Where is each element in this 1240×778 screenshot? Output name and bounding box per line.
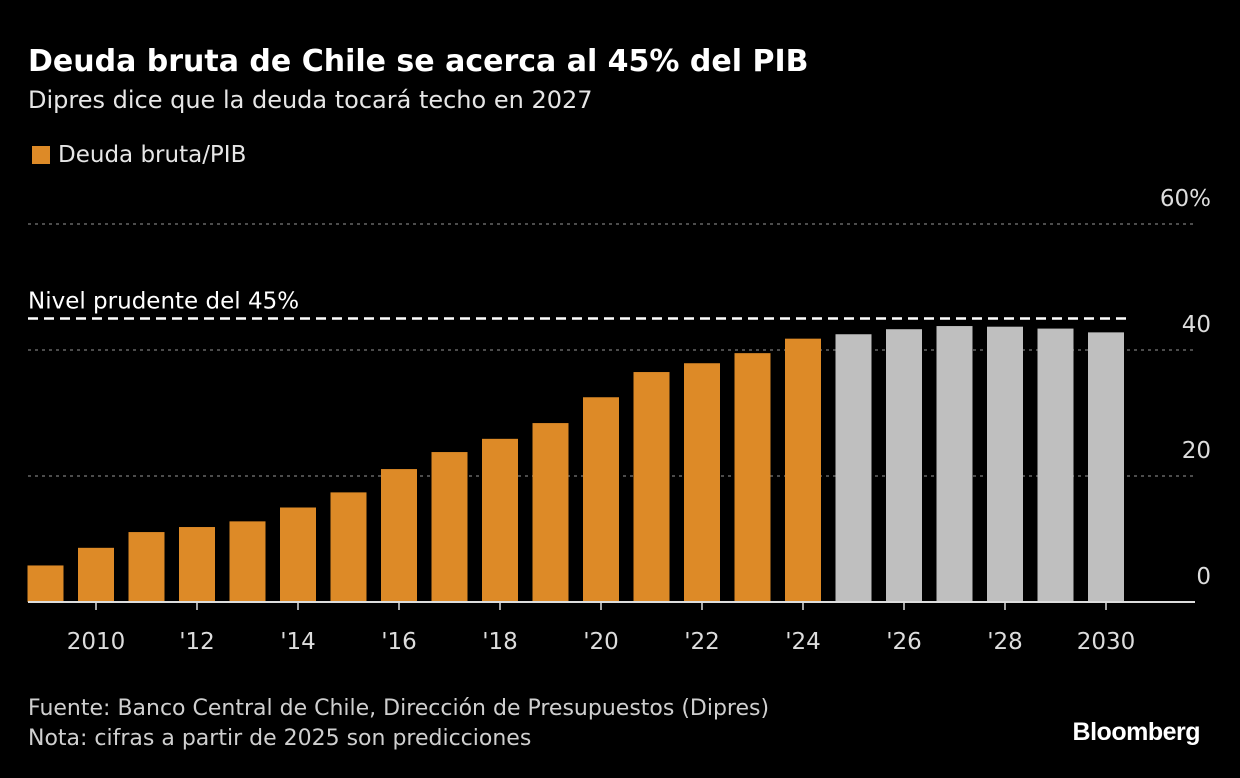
- bar-2010: [78, 547, 114, 602]
- y-tick-label: 0: [1196, 564, 1211, 590]
- bar-2028: [987, 326, 1023, 602]
- bar-2015: [330, 492, 367, 602]
- bar-2023: [734, 353, 771, 602]
- x-tick-label: '12: [179, 629, 215, 655]
- x-tick-label: 2030: [1077, 629, 1136, 655]
- bar-2030: [1088, 332, 1124, 602]
- bar-2012: [179, 527, 215, 602]
- bloomberg-logo: Bloomberg: [1072, 718, 1201, 746]
- bar-2026: [886, 329, 922, 602]
- y-tick-label: 40: [1182, 312, 1211, 338]
- legend-swatch: [32, 146, 50, 164]
- x-tick-label: '28: [987, 629, 1023, 655]
- bar-2014: [280, 507, 316, 602]
- bar-2020: [583, 397, 619, 602]
- x-tick-label: '18: [482, 629, 518, 655]
- bar-2018: [482, 438, 518, 602]
- bar-2025: [835, 334, 872, 602]
- legend: Deuda bruta/PIB: [32, 142, 246, 168]
- reference-line-label: Nivel prudente del 45%: [28, 289, 299, 315]
- source-note: Fuente: Banco Central de Chile, Direcció…: [28, 696, 770, 721]
- bar-2029: [1037, 328, 1074, 602]
- bar-2024: [785, 338, 821, 602]
- bar-2027: [936, 326, 973, 602]
- footnote: Nota: cifras a partir de 2025 son predic…: [28, 726, 532, 751]
- bar-2019: [532, 423, 569, 602]
- bar-2022: [684, 363, 720, 602]
- x-tick-label: '16: [381, 629, 417, 655]
- x-tick-label: '20: [583, 629, 619, 655]
- bar-2016: [381, 469, 417, 602]
- y-tick-label: 20: [1182, 438, 1211, 464]
- x-tick-label: '14: [280, 629, 316, 655]
- x-tick-label: '26: [886, 629, 922, 655]
- chart-subtitle: Dipres dice que la deuda tocará techo en…: [28, 86, 593, 114]
- x-tick-label: '22: [684, 629, 720, 655]
- bar-2009: [27, 565, 64, 602]
- bar-2017: [431, 452, 468, 602]
- bar-2021: [633, 372, 670, 602]
- y-tick-label: 60%: [1160, 186, 1211, 212]
- x-tick-label: '24: [785, 629, 821, 655]
- bar-2013: [229, 521, 266, 602]
- chart-title: Deuda bruta de Chile se acerca al 45% de…: [28, 44, 809, 79]
- bar-2011: [128, 532, 165, 602]
- x-tick-label: 2010: [67, 629, 126, 655]
- legend-label: Deuda bruta/PIB: [58, 142, 247, 168]
